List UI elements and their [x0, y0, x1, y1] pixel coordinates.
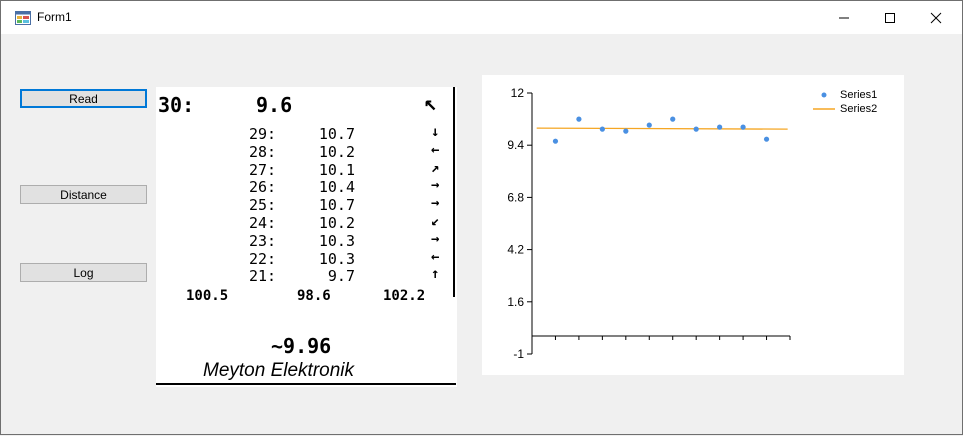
total-center: 98.6	[297, 288, 331, 304]
chart-legend: Series1 Series2	[813, 88, 877, 116]
current-shot-value: 9.6	[256, 93, 293, 117]
history-shot-number: 28:	[249, 142, 277, 161]
history-shot-number: 29:	[249, 125, 277, 143]
average-value: ~9.96	[271, 334, 332, 358]
legend-point-icon	[813, 92, 835, 98]
history-direction-icon: →	[431, 177, 440, 194]
close-button[interactable]	[913, 1, 959, 34]
target-display: 30: 9.6 ↖ 29: 10.7 ↓ 28: 10.2 ← 27: 10.1 ↗ 26: 10.…	[156, 87, 457, 387]
history-shot-value: 10.7	[318, 125, 355, 143]
current-shot-direction-icon: ↖	[424, 91, 438, 116]
history-shot-number: 26:	[249, 178, 277, 197]
read-button[interactable]: Read	[20, 89, 147, 108]
history-shot-value: 9.7	[327, 267, 355, 286]
close-icon	[930, 12, 942, 23]
chart-panel	[482, 75, 904, 375]
legend-label-series2: Series2	[840, 103, 878, 115]
maximize-button[interactable]	[867, 1, 913, 34]
history-shot-number: 22:	[249, 249, 277, 268]
total-right: 102.2	[383, 288, 426, 304]
form-icon	[15, 11, 31, 25]
legend-line-icon	[813, 107, 835, 111]
history-shot-number: 23:	[249, 231, 277, 250]
history-direction-icon: ←	[431, 248, 440, 265]
history-shot-number: 21:	[249, 267, 277, 286]
title-bar: Form1	[1, 1, 962, 34]
history-direction-icon: ↓	[431, 124, 440, 140]
minimize-button[interactable]	[821, 1, 867, 34]
legend-entry-series1: Series1	[813, 88, 877, 102]
history-shot-number: 25:	[249, 196, 277, 215]
minimize-icon	[839, 17, 849, 18]
history-shot-value: 10.3	[318, 231, 355, 250]
maximize-icon	[885, 12, 895, 23]
history-direction-icon: →	[431, 230, 440, 247]
history-shot-number: 24:	[249, 214, 277, 232]
legend-entry-series2: Series2	[813, 102, 877, 116]
current-shot-number: 30:	[158, 93, 195, 117]
history-shot-value: 10.4	[318, 178, 355, 197]
history-shot-value: 10.2	[318, 142, 355, 161]
history-shot-number: 27:	[249, 160, 277, 179]
history-shot-value: 10.3	[318, 249, 355, 268]
history-direction-icon: ↙	[431, 213, 440, 229]
display-bottom-line	[156, 383, 456, 385]
history-shot-value: 10.2	[318, 214, 355, 232]
brand-label: Meyton Elektronik	[203, 360, 355, 381]
legend-label-series1: Series1	[840, 89, 878, 101]
distance-button[interactable]: Distance	[20, 185, 147, 204]
display-edge-line	[453, 87, 455, 297]
history-shot-value: 10.7	[318, 196, 355, 215]
log-button[interactable]: Log	[20, 263, 147, 282]
history-direction-icon: ←	[431, 141, 440, 158]
history-direction-icon: →	[431, 195, 440, 212]
window-title: Form1	[37, 10, 72, 24]
total-left: 100.5	[186, 288, 229, 304]
history-direction-icon: ↑	[431, 266, 440, 283]
history-direction-icon: ↗	[431, 159, 440, 176]
history-shot-value: 10.1	[318, 160, 355, 179]
